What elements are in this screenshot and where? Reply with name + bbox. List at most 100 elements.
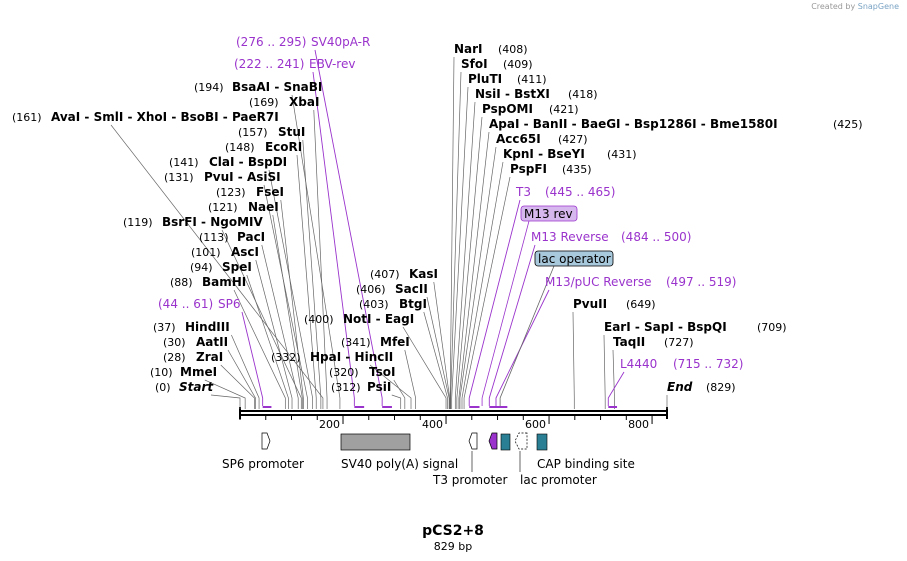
- enzyme-label-nsii-bstxi[interactable]: NsiI - BstXI: [475, 87, 550, 101]
- enzyme-label-psii[interactable]: PsiI: [367, 380, 391, 394]
- enzyme-pos-eari-sapi-bspqi: (709): [757, 321, 787, 334]
- enzyme-label-sacii[interactable]: SacII: [395, 282, 428, 296]
- enzyme-pos-kasi: (407): [370, 268, 400, 281]
- primer-range-l4440: (715 .. 732): [673, 357, 743, 371]
- enzyme-pos-pvui-asisi: (131): [164, 171, 194, 184]
- enzyme-label-bsaai-snabi[interactable]: BsaAI - SnaBI: [232, 80, 322, 94]
- lac-promoter-arrow[interactable]: [514, 432, 528, 450]
- t3-promoter-arrow[interactable]: [468, 432, 478, 450]
- enzyme-label-clai-bspdi[interactable]: ClaI - BspDI: [209, 155, 287, 169]
- enzyme-label-ecori[interactable]: EcoRI: [265, 140, 302, 154]
- snapgene-watermark: Created by SnapGene: [811, 2, 899, 11]
- enzyme-label-kasi[interactable]: KasI: [409, 267, 438, 281]
- enzyme-label-pspomi[interactable]: PspOMI: [482, 102, 533, 116]
- enzyme-label-pvuii[interactable]: PvuII: [573, 297, 607, 311]
- leader-ecori: [296, 154, 317, 409]
- leader-acc65i: [459, 146, 497, 409]
- enzyme-label-sfoi[interactable]: SfoI: [461, 57, 488, 71]
- enzyme-pos-spei: (94): [190, 261, 213, 274]
- primer-label-sv40pa-r[interactable]: SV40pA-R: [311, 35, 370, 49]
- enzyme-label-taqii[interactable]: TaqII: [613, 335, 645, 349]
- features-track: SP6 promoter SV40 poly(A) signal T3 prom…: [222, 432, 635, 487]
- lac-operator-label: lac operator: [538, 252, 611, 266]
- leader-kpni-bseyi: [461, 161, 504, 409]
- feature-label-sv40-polya: SV40 poly(A) signal: [341, 457, 458, 471]
- enzyme-label-stui[interactable]: StuI: [278, 125, 305, 139]
- leader-stui: [302, 139, 322, 409]
- enzyme-pos-nari: (408): [498, 43, 528, 56]
- enzyme-pos-aatii: (30): [163, 336, 186, 349]
- leader-start: [210, 394, 241, 409]
- leader-nari: [449, 56, 455, 409]
- primer-label-t3[interactable]: T3: [515, 185, 531, 199]
- enzyme-pos-stui: (157): [238, 126, 268, 139]
- enzyme-pos-taqii: (727): [664, 336, 694, 349]
- enzyme-label-noti-eagi[interactable]: NotI - EagI: [343, 312, 414, 326]
- enzyme-pos-hpai-hincii: (332): [271, 351, 301, 364]
- enzyme-label-acc65i[interactable]: Acc65I: [496, 132, 541, 146]
- enzyme-label-btgi[interactable]: BtgI: [399, 297, 427, 311]
- leader-noti-eagi: [402, 326, 447, 409]
- primer-leader-m13-puc-reverse: [495, 289, 550, 406]
- enzyme-label-xbai[interactable]: XbaI: [289, 95, 319, 109]
- enzyme-pos-asci: (101): [191, 246, 221, 259]
- snapgene-logo: SnapGene: [857, 2, 899, 11]
- enzyme-label-spei[interactable]: SpeI: [222, 260, 252, 274]
- leader-bsaai-snabi: [291, 94, 341, 409]
- leader-pspfi: [463, 176, 511, 409]
- enzyme-label-zrai[interactable]: ZraI: [196, 350, 223, 364]
- enzyme-pos-avai-smli-xhoi-bsobi-paer7i: (161): [12, 111, 42, 124]
- enzyme-label-mfei[interactable]: MfeI: [380, 335, 410, 349]
- primer-range-sv40pa-r: (276 .. 295): [236, 35, 306, 49]
- primer-label-ebv-rev[interactable]: EBV-rev: [309, 57, 355, 71]
- primer-leader-m13-reverse: [488, 244, 536, 406]
- primer-label-sp6[interactable]: SP6: [218, 297, 241, 311]
- enzyme-pos-bsrfi-ngomiv: (119): [123, 216, 153, 229]
- enzyme-pos-btgi: (403): [359, 298, 389, 311]
- enzyme-label-paci[interactable]: PacI: [237, 230, 265, 244]
- primer-marks: [241, 49, 625, 408]
- enzyme-label-avai-smli-xhoi-bsobi-paer7i[interactable]: AvaI - SmlI - XhoI - BsoBI - PaeR7I: [51, 110, 279, 124]
- enzyme-label-hpai-hincii[interactable]: HpaI - HincII: [310, 350, 393, 364]
- enzyme-pos-hindiii: (37): [153, 321, 176, 334]
- enzyme-label-end[interactable]: End: [667, 380, 693, 394]
- primer-label-l4440[interactable]: L4440: [620, 357, 657, 371]
- leader-aatii: [227, 349, 256, 409]
- m13-rev-feature-arrow[interactable]: [488, 432, 498, 450]
- enzyme-label-pluti[interactable]: PluTI: [468, 72, 502, 86]
- enzyme-pos-naei: (121): [208, 201, 238, 214]
- enzyme-pos-ecori: (148): [225, 141, 255, 154]
- enzyme-pos-noti-eagi: (400): [304, 313, 334, 326]
- primer-leader-t3: [468, 199, 521, 406]
- enzyme-label-pvui-asisi[interactable]: PvuI - AsiSI: [204, 170, 281, 184]
- lac-operator-label-box: [534, 250, 614, 267]
- sv40-polya-signal-box[interactable]: [340, 433, 411, 451]
- lac-operator-box[interactable]: [500, 433, 511, 451]
- enzyme-label-aatii[interactable]: AatII: [196, 335, 228, 349]
- enzyme-pos-tsoi: (320): [329, 366, 359, 379]
- enzyme-pos-kpni-bseyi: (431): [607, 148, 637, 161]
- enzyme-label-pspfi[interactable]: PspFI: [510, 162, 547, 176]
- feature-label-cap-binding-site: CAP binding site: [537, 457, 635, 471]
- enzyme-label-mmei[interactable]: MmeI: [180, 365, 217, 379]
- enzyme-label-fsei[interactable]: FseI: [256, 185, 284, 199]
- leader-pspomi: [456, 116, 483, 409]
- enzyme-label-apai-banii-baegi-bsp1286i-bme1580i[interactable]: ApaI - BanII - BaeGI - Bsp1286I - Bme158…: [489, 117, 778, 131]
- enzyme-label-eari-sapi-bspqi[interactable]: EarI - SapI - BspQI: [604, 320, 727, 334]
- enzyme-pos-sfoi: (409): [503, 58, 533, 71]
- enzyme-label-bsrfi-ngomiv[interactable]: BsrFI - NgoMIV: [162, 215, 263, 229]
- enzyme-label-start[interactable]: Start: [179, 380, 214, 394]
- cap-binding-site-box[interactable]: [536, 433, 548, 451]
- enzyme-label-kpni-bseyi[interactable]: KpnI - BseYI: [503, 147, 585, 161]
- sp6-promoter-arrow[interactable]: [261, 432, 271, 450]
- primer-label-m13-puc-reverse[interactable]: M13/pUC Reverse: [545, 275, 652, 289]
- leader-nsii-bstxi: [454, 101, 476, 409]
- enzyme-label-naei[interactable]: NaeI: [248, 200, 279, 214]
- enzyme-label-bamhi[interactable]: BamHI: [202, 275, 246, 289]
- enzyme-label-tsoi[interactable]: TsoI: [369, 365, 395, 379]
- enzyme-label-asci[interactable]: AscI: [231, 245, 259, 259]
- enzyme-label-nari[interactable]: NarI: [454, 42, 483, 56]
- primer-label-m13-reverse[interactable]: M13 Reverse: [531, 230, 609, 244]
- watermark-created-by: Created by: [811, 2, 856, 11]
- enzyme-label-hindiii[interactable]: HindIII: [185, 320, 230, 334]
